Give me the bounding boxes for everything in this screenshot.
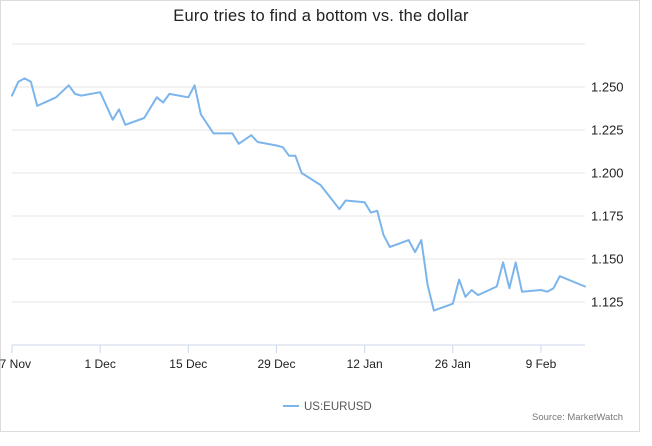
x-tick-label: 12 Jan <box>347 357 383 371</box>
line-chart: 1.125 1.150 1.175 1.200 1.225 1.250 17 Nov 1 D… <box>0 43 624 413</box>
series-line-eurusd <box>11 77 586 312</box>
x-tick-label: 9 Feb <box>526 357 557 371</box>
gridlines <box>12 43 585 303</box>
y-axis-ticks: 1.125 1.150 1.175 1.200 1.225 1.250 <box>591 80 624 310</box>
x-tick-label: 15 Dec <box>169 357 207 371</box>
y-tick-label: 1.250 <box>591 80 624 95</box>
y-tick-label: 1.200 <box>591 166 624 181</box>
source-credit: Source: MarketWatch <box>532 412 623 423</box>
legend[interactable]: US:EURUSD <box>283 401 372 413</box>
y-tick-label: 1.225 <box>591 123 624 138</box>
series-layer <box>11 77 586 312</box>
y-tick-label: 1.175 <box>591 209 624 224</box>
x-tick-label: 17 Nov <box>0 357 31 371</box>
chart-title: Euro tries to find a bottom vs. the doll… <box>173 7 469 25</box>
x-tick-label: 26 Jan <box>435 357 471 371</box>
x-tick-label: 29 Dec <box>257 357 295 371</box>
x-tick-label: 1 Dec <box>84 357 115 371</box>
y-tick-label: 1.125 <box>591 295 624 310</box>
x-axis-ticks: 17 Nov 1 Dec 15 Dec 29 Dec 12 Jan 26 Jan 9 Feb <box>0 345 557 371</box>
y-tick-label: 1.150 <box>591 252 624 267</box>
legend-label: US:EURUSD <box>304 401 372 413</box>
